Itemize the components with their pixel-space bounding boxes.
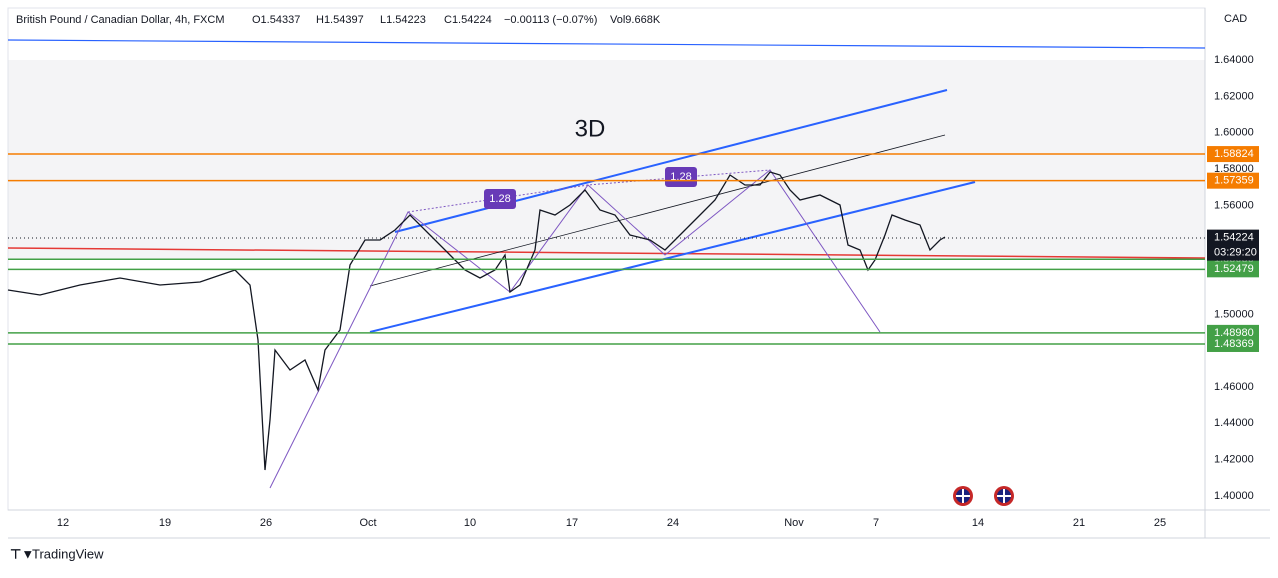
symbol: British Pound / Canadian Dollar, 4h, FXC… <box>16 14 225 26</box>
date-label: 24 <box>667 517 679 529</box>
volume: Vol9.668K <box>610 14 661 26</box>
date-label: 26 <box>260 517 272 529</box>
date-label: 25 <box>1154 517 1166 529</box>
channel-line <box>369 181 976 333</box>
date-label: Nov <box>784 517 804 529</box>
countdown: 03:29:20 <box>1214 247 1257 259</box>
date-label: 7 <box>873 517 879 529</box>
level-label: 1.57359 <box>1214 175 1254 187</box>
ohlc-value: H1.54397 <box>316 14 364 26</box>
level-label: 1.52479 <box>1214 263 1254 275</box>
last-price: 1.54224 <box>1214 232 1254 244</box>
ratio-label: 1.28 <box>489 193 510 205</box>
price-tick: 1.44000 <box>1214 417 1254 429</box>
date-label: 12 <box>57 517 69 529</box>
price-trace <box>7 171 946 471</box>
last-price-box <box>1207 229 1259 261</box>
event-icon[interactable] <box>994 486 1014 506</box>
change: −0.00113 (−0.07%) <box>504 14 597 26</box>
ohlc-value: C1.54224 <box>444 14 492 26</box>
ohlc-value: O1.54337 <box>252 14 300 26</box>
level-box <box>1207 261 1259 278</box>
pattern-label: 3D <box>575 115 606 142</box>
badge <box>484 189 516 209</box>
brand: TradingView <box>32 546 104 561</box>
logo: ⊤▼ <box>10 546 34 561</box>
level-label: 1.58824 <box>1214 148 1254 160</box>
price-tick: 1.42000 <box>1214 454 1254 466</box>
level-box <box>1207 172 1259 189</box>
date-label: 19 <box>159 517 171 529</box>
level-box <box>1207 335 1259 352</box>
ratio-label: 1.28 <box>670 171 691 183</box>
ohlc-value: L1.54223 <box>380 14 426 26</box>
currency: CAD <box>1224 13 1247 25</box>
price-tick: 1.56000 <box>1214 199 1254 211</box>
level-box <box>1207 146 1259 163</box>
badge <box>665 167 697 187</box>
price-tick: 1.64000 <box>1214 54 1254 66</box>
channel-mid <box>369 134 946 287</box>
price-tick: 1.60000 <box>1214 127 1254 139</box>
event-icon[interactable] <box>953 486 973 506</box>
price-tick: 1.62000 <box>1214 90 1254 102</box>
trend-line <box>7 39 1206 49</box>
price-tick: 1.46000 <box>1214 381 1254 393</box>
level-label: 1.48369 <box>1214 338 1254 350</box>
price-tick: 1.50000 <box>1214 308 1254 320</box>
price-tick: 1.40000 <box>1214 490 1254 502</box>
zone <box>8 60 1205 260</box>
level-label: 1.48980 <box>1214 327 1254 339</box>
date-label: Oct <box>359 517 376 529</box>
date-label: 14 <box>972 517 984 529</box>
date-label: 21 <box>1073 517 1085 529</box>
trend-line <box>7 247 1206 259</box>
price-tick: 1.58000 <box>1214 163 1254 175</box>
pattern-dotted <box>407 169 771 213</box>
date-label: 17 <box>566 517 578 529</box>
date-label: 10 <box>464 517 476 529</box>
